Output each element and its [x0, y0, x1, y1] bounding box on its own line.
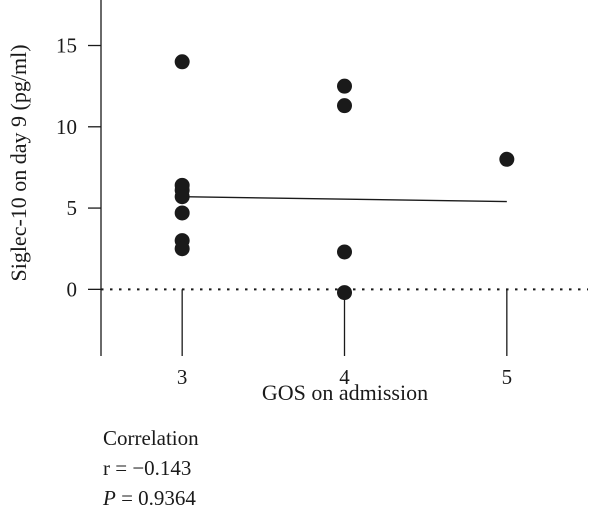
data-point: [499, 151, 515, 167]
x-tick-label: 4: [339, 365, 350, 389]
r-value: r = −0.143: [103, 456, 192, 480]
x-tick-label: 3: [177, 365, 188, 389]
x-axis-label: GOS on admission: [262, 380, 428, 405]
regression-line: [182, 195, 507, 203]
scatter-chart: 0 5 10 15 3 4 5 GOS on admission Siglec-10 on …: [6, 0, 588, 405]
p-value: P = 0.9364: [103, 483, 199, 513]
p-value-text: = 0.9364: [115, 486, 196, 510]
data-point: [174, 241, 190, 257]
x-tick-label: 5: [502, 365, 513, 389]
data-point: [174, 205, 190, 221]
p-symbol: P: [103, 486, 116, 510]
data-point: [174, 54, 190, 70]
y-axis-label: Siglec-10 on day 9 (pg/ml): [6, 44, 31, 281]
data-point: [337, 98, 352, 114]
plot-area: 0 5 10 15 3 4 5: [56, 0, 588, 389]
data-point: [337, 78, 352, 94]
data-point: [174, 189, 190, 205]
data-point: [337, 285, 352, 301]
correlation-heading: Correlation: [103, 426, 199, 450]
data-point: [337, 244, 352, 260]
y-tick-label: 0: [67, 277, 78, 301]
y-tick-label: 5: [67, 196, 78, 220]
y-tick-label: 10: [56, 115, 77, 139]
y-tick-label: 15: [56, 34, 77, 58]
correlation-stats: Correlation r = −0.143 P = 0.9364: [103, 423, 199, 513]
